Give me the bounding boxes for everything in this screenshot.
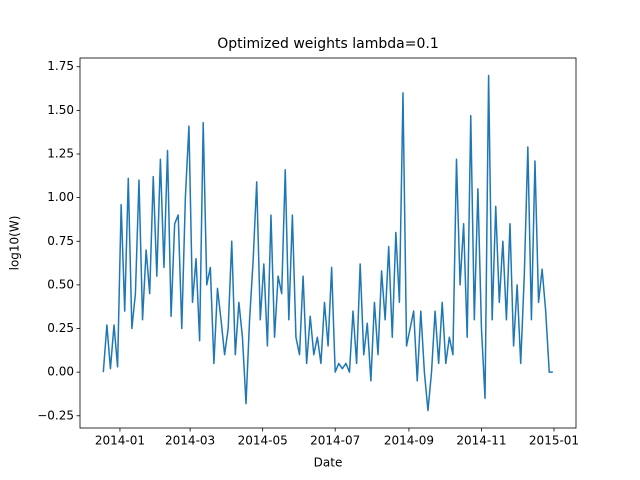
y-tick-label: 0.75 — [47, 234, 74, 248]
y-tick-label: 1.00 — [47, 190, 74, 204]
data-line — [102, 74, 553, 412]
chart-title: Optimized weights lambda=0.1 — [217, 36, 439, 52]
x-tick-label: 2014-09 — [384, 434, 434, 448]
x-tick-label: 2014-07 — [310, 434, 360, 448]
y-tick-label: 0.00 — [47, 365, 74, 379]
y-tick-label: −0.25 — [37, 408, 74, 422]
y-tick-label: 1.50 — [47, 103, 74, 117]
y-tick-label: 1.25 — [47, 146, 74, 160]
x-tick-label: 2015-01 — [529, 434, 579, 448]
y-tick-label: 0.25 — [47, 321, 74, 335]
y-axis-label: log10(W) — [8, 216, 22, 271]
x-tick-label: 2014-03 — [165, 434, 215, 448]
x-tick-label: 2014-01 — [95, 434, 145, 448]
plot-frame — [79, 57, 577, 429]
x-tick-label: 2014-05 — [238, 434, 288, 448]
x-tick-label: 2014-11 — [456, 434, 506, 448]
y-tick-label: 1.75 — [47, 59, 74, 73]
y-tick-label: 0.50 — [47, 277, 74, 291]
x-axis-label: Date — [314, 456, 343, 470]
